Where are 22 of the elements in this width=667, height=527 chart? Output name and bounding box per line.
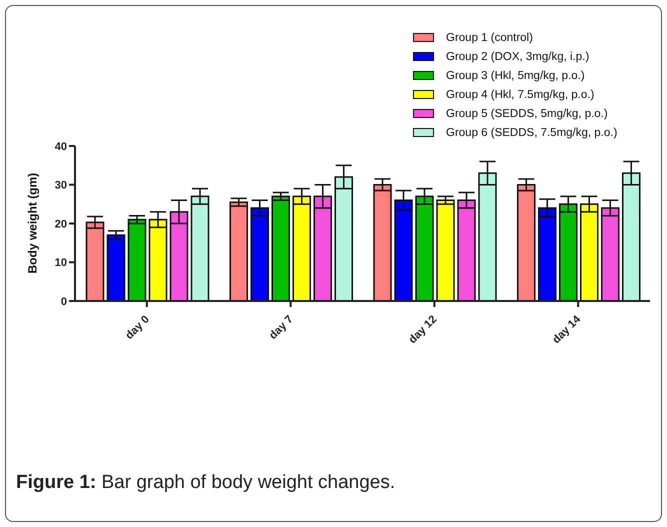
y-tick-label: 10 <box>54 257 67 270</box>
y-tick-label: 0 <box>60 296 67 308</box>
legend-label: Group 4 (Hkl, 7.5mg/kg, p.o.) <box>446 88 594 100</box>
legend-label: Group 1 (control) <box>446 32 533 44</box>
y-tick-label: 30 <box>54 180 67 192</box>
x-tick-label: day 14 <box>550 312 584 346</box>
bar <box>272 196 290 301</box>
bar <box>230 201 248 301</box>
legend-label: Group 2 (DOX, 3mg/kg, i.p.) <box>446 50 590 62</box>
caption: Figure 1: Bar graph of body weight changes. <box>16 472 396 493</box>
legend-label: Group 3 (Hkl, 5mg/kg, p.o.) <box>446 70 585 82</box>
x-tick-label: day 0 <box>123 313 152 342</box>
bar <box>128 218 146 301</box>
x-tick-label: day 12 <box>406 313 440 346</box>
y-tick-label: 20 <box>54 218 67 230</box>
bar <box>106 234 126 301</box>
y-axis-title: Body weight (gm) <box>25 172 40 274</box>
bar <box>436 200 455 301</box>
legend-label: Group 5 (SEDDS, 5mg/kg, p.o.) <box>446 108 608 120</box>
legend-label: Group 6 (SEDDS, 7.5mg/kg, p.o.) <box>446 126 618 138</box>
y-tick-label: 40 <box>54 140 67 153</box>
x-tick-label: day 7 <box>267 313 296 342</box>
